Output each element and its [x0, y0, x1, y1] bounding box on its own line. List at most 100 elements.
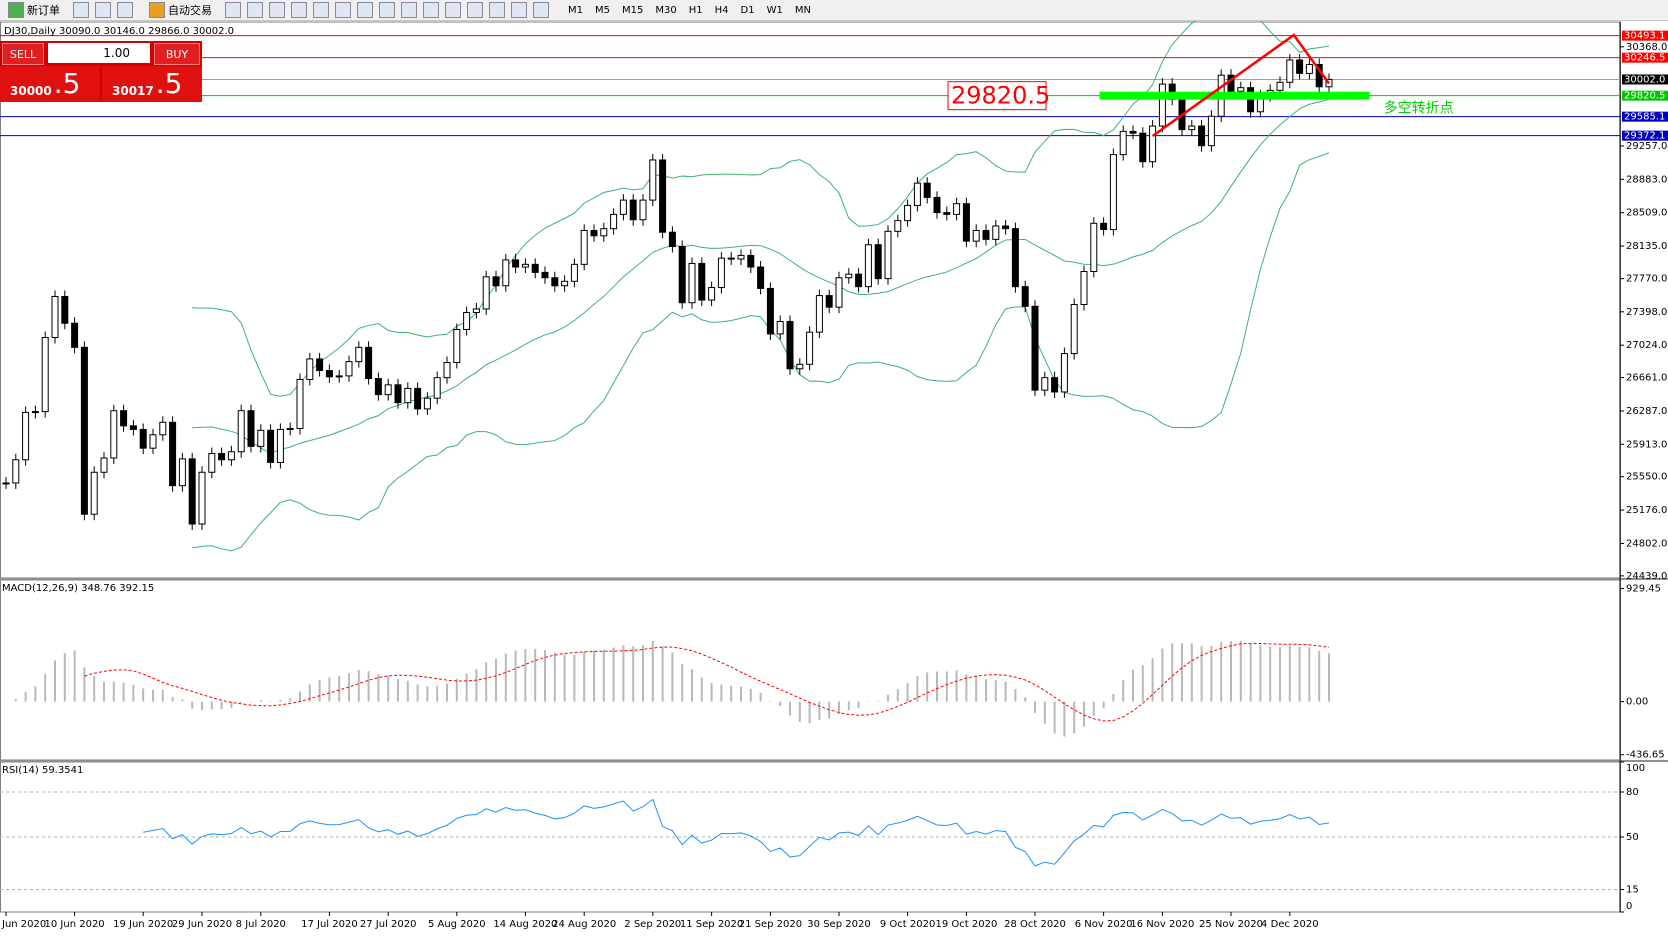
candle	[188, 458, 196, 525]
candle	[766, 287, 774, 335]
candle	[1158, 83, 1166, 127]
candle	[1149, 125, 1157, 163]
candle	[384, 384, 392, 396]
candle	[267, 429, 275, 463]
candle	[1305, 63, 1313, 74]
candle	[649, 159, 657, 201]
candle	[129, 425, 137, 430]
candle	[855, 273, 863, 288]
x-tick-label: 27 Jul 2020	[360, 919, 417, 930]
candle	[453, 328, 461, 364]
candle	[472, 308, 480, 314]
candle	[590, 229, 598, 237]
candle	[71, 322, 79, 348]
one-click-trading: SELL 1.00 BUY 30000.5 30017.5	[0, 41, 202, 102]
panel	[0, 579, 1621, 761]
ask-price[interactable]: 30017.5	[102, 66, 202, 102]
candle	[208, 453, 216, 473]
y-tick-label: 25176.0	[1626, 505, 1667, 516]
timeframe-button[interactable]: H4	[714, 4, 729, 16]
timeframe-button[interactable]: M5	[595, 4, 610, 16]
candle	[1070, 304, 1078, 355]
icon[interactable]	[269, 2, 285, 18]
candle	[365, 346, 373, 380]
annotation-label: 29820.5	[951, 82, 1050, 110]
candle	[110, 410, 118, 459]
icon[interactable]	[313, 2, 329, 18]
icon[interactable]	[379, 2, 395, 18]
candle	[296, 378, 304, 430]
candle	[159, 421, 167, 436]
candle	[541, 271, 549, 279]
candle	[923, 182, 931, 198]
candle	[1247, 87, 1255, 113]
candle	[904, 204, 912, 222]
icon[interactable]	[423, 2, 439, 18]
candle	[80, 346, 88, 515]
x-tick-label: 24 Aug 2020	[552, 919, 616, 930]
candle	[1207, 115, 1215, 147]
candle	[1286, 59, 1294, 83]
candle	[678, 246, 686, 304]
icon[interactable]	[291, 2, 307, 18]
icon[interactable]	[247, 2, 263, 18]
trend-arrow	[1151, 33, 1331, 138]
x-tick-label: 5 Aug 2020	[428, 919, 486, 930]
icon[interactable]	[357, 2, 373, 18]
timeframe-button[interactable]: H1	[688, 4, 703, 16]
candle	[414, 387, 422, 410]
icon[interactable]	[467, 2, 483, 18]
icon[interactable]	[445, 2, 461, 18]
y-tick-label: 50	[1626, 832, 1639, 843]
icon[interactable]	[489, 2, 505, 18]
icon[interactable]	[533, 2, 549, 18]
icon[interactable]	[225, 2, 241, 18]
icon[interactable]	[335, 2, 351, 18]
candle	[1198, 125, 1206, 147]
icon[interactable]	[95, 2, 111, 18]
y-tick-label: 15	[1626, 885, 1639, 896]
timeframe-button[interactable]: MN	[794, 4, 811, 16]
y-tick-label: 26287.0	[1626, 406, 1667, 417]
level-label-bg	[1622, 130, 1668, 141]
timeframe-button[interactable]: W1	[766, 4, 783, 16]
y-tick-label: 24439.0	[1626, 571, 1667, 582]
candle	[1080, 270, 1088, 306]
candle	[561, 280, 569, 287]
new-order-button[interactable]: 新订单	[5, 2, 60, 18]
chart: 30368.0 29257.0 28883.0 28509.0 28135.0 27770…	[0, 21, 1668, 930]
icon[interactable]	[511, 2, 527, 18]
candle	[757, 266, 765, 289]
candle	[257, 429, 265, 447]
icon[interactable]	[401, 2, 417, 18]
timeframe-button[interactable]: M15	[622, 4, 644, 16]
toolbar: 新订单 自动交易 M1 M5 M15 M30 H1 H4 D1 W1 MN	[0, 0, 1668, 21]
candle	[972, 229, 980, 242]
candle	[237, 410, 245, 453]
rsi-line	[143, 798, 1330, 867]
candle	[61, 295, 69, 324]
candle	[355, 346, 363, 363]
y-tick-label: 28509.0	[1626, 208, 1667, 219]
bid-price[interactable]: 30000.5	[0, 66, 100, 102]
lot-input[interactable]: 1.00	[48, 43, 150, 63]
icon[interactable]	[117, 2, 133, 18]
auto-trading-button[interactable]: 自动交易	[146, 2, 212, 18]
candle	[12, 459, 20, 484]
timeframe-button[interactable]: M1	[568, 4, 583, 16]
timeframe-button[interactable]: M30	[655, 4, 677, 16]
candle	[423, 397, 431, 410]
y-tick-label: 929.45	[1626, 584, 1661, 595]
candle	[962, 203, 970, 242]
level-label-bg	[1622, 52, 1668, 63]
x-tick-label: 8 Jul 2020	[236, 919, 286, 930]
candle	[433, 377, 441, 399]
rsi-header: RSI(14) 59.3541	[2, 765, 83, 776]
candle	[815, 295, 823, 333]
candle	[874, 244, 882, 280]
timeframe-button[interactable]: D1	[740, 4, 755, 16]
sell-button[interactable]: SELL	[2, 43, 44, 65]
buy-button[interactable]: BUY	[154, 43, 200, 65]
level-label-bg	[1622, 111, 1668, 122]
icon[interactable]	[73, 2, 89, 18]
